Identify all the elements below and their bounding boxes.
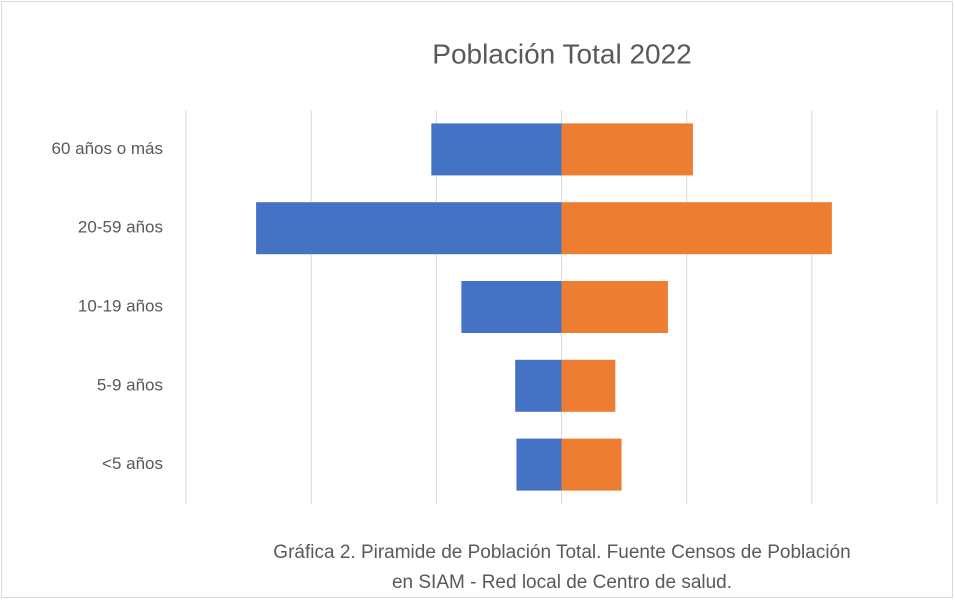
caption: Gráfica 2. Piramide de Población Total. … <box>273 542 851 593</box>
bar <box>561 202 832 255</box>
y-tick-label: 60 años o más <box>51 139 163 158</box>
bar <box>561 359 616 412</box>
bar <box>256 202 562 255</box>
bar <box>516 438 562 491</box>
bar <box>515 359 562 412</box>
bar <box>431 123 562 176</box>
y-tick-label: 20-59 años <box>78 218 163 237</box>
chart-title: Población Total 2022 <box>432 38 691 69</box>
bar <box>561 123 693 176</box>
bar <box>561 438 622 491</box>
bar <box>461 281 562 333</box>
bar <box>561 281 668 333</box>
y-tick-label: 5-9 años <box>97 375 163 394</box>
y-tick-label: 10-19 años <box>78 296 163 315</box>
y-tick-label: <5 años <box>102 454 163 473</box>
